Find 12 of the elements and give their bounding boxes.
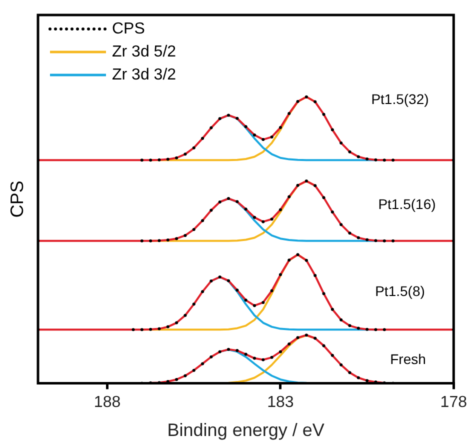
legend-label: Zr 3d 5/2	[112, 43, 176, 60]
legend-label: Zr 3d 3/2	[112, 66, 176, 84]
x-tick-label: 183	[267, 394, 294, 412]
annotation: Pt1.5(32)	[371, 90, 429, 107]
annotation: Fresh	[390, 350, 426, 367]
y-axis-title: CPS	[6, 180, 27, 218]
legend-label: CPS	[112, 20, 145, 38]
annotation: Pt1.5(8)	[375, 282, 425, 299]
x-tick-label: 188	[94, 394, 121, 412]
x-tick-label: 178	[440, 394, 468, 412]
x-axis-title: Binding energy / eV	[167, 420, 324, 440]
annotation: Pt1.5(16)	[378, 196, 436, 212]
